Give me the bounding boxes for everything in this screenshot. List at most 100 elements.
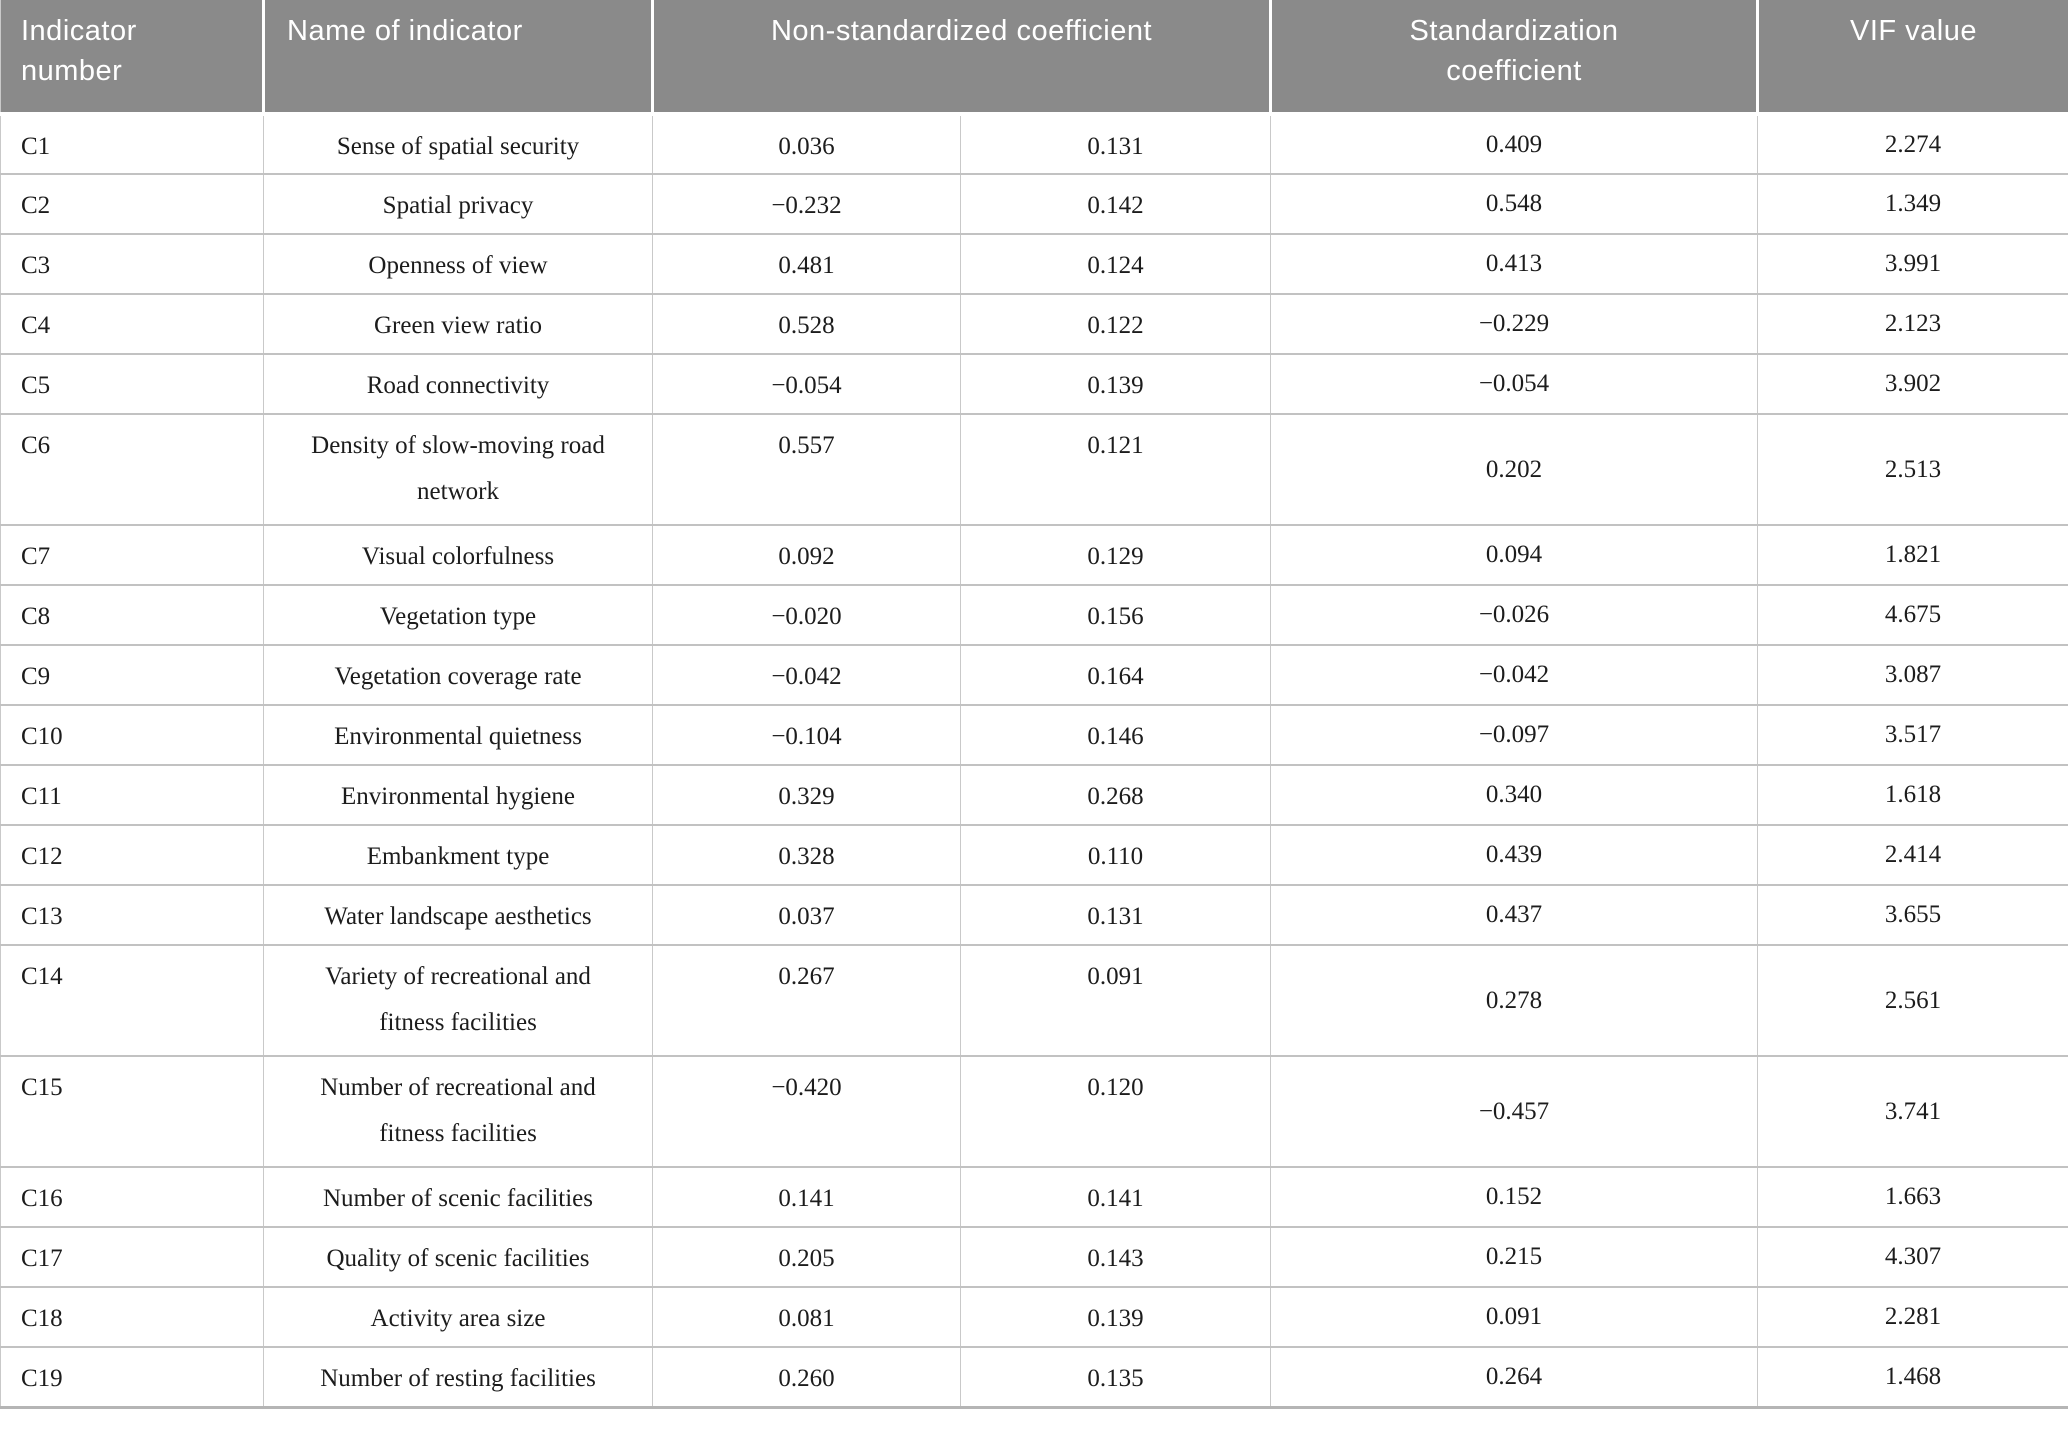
cell-vif-value: 3.741 [1757, 1055, 2068, 1167]
cell-nonstandardized-coefficient: 0.092 [652, 524, 961, 585]
cell-indicator-name: Vegetation type [263, 584, 653, 645]
table-row: C11 Environmental hygiene 0.329 0.268 0.340 1… [0, 764, 2068, 825]
cell-nonstandardized-coefficient: 0.328 [652, 824, 961, 885]
table-row: C2 Spatial privacy −0.232 0.142 0.548 1.349 [0, 173, 2068, 234]
cell-nonstandardized-coefficient: 0.036 [652, 114, 961, 174]
cell-nonstandardized-coefficient: 0.141 [652, 1166, 961, 1227]
cell-indicator-number: C7 [0, 524, 264, 585]
table-row: C1 Sense of spatial security 0.036 0.131 0.4… [1, 114, 2068, 174]
cell-standardization-coefficient: −0.229 [1270, 293, 1758, 354]
cell-nonstandardized-std-error: 0.135 [960, 1346, 1271, 1407]
cell-indicator-number: C17 [0, 1226, 264, 1287]
table-row: C4 Green view ratio 0.528 0.122 −0.229 2.123 [0, 293, 2068, 354]
cell-nonstandardized-std-error: 0.110 [960, 824, 1271, 885]
cell-standardization-coefficient: 0.409 [1270, 114, 1758, 174]
cell-standardization-coefficient: 0.278 [1270, 944, 1758, 1056]
cell-nonstandardized-std-error: 0.139 [960, 353, 1271, 414]
cell-indicator-number: C11 [0, 764, 264, 825]
table-row: C13 Water landscape aesthetics 0.037 0.131 0… [0, 884, 2068, 945]
cell-standardization-coefficient: −0.042 [1270, 644, 1758, 705]
cell-nonstandardized-std-error: 0.120 [960, 1055, 1271, 1167]
cell-nonstandardized-std-error: 0.142 [960, 173, 1271, 234]
cell-vif-value: 3.517 [1757, 704, 2068, 765]
cell-nonstandardized-coefficient: 0.329 [652, 764, 961, 825]
cell-standardization-coefficient: 0.264 [1270, 1346, 1758, 1407]
table-row: C15 Number of recreational and fitness fa… [0, 1055, 2068, 1167]
cell-indicator-number: C12 [0, 824, 264, 885]
cell-nonstandardized-coefficient: 0.267 [652, 944, 961, 1056]
cell-vif-value: 1.349 [1757, 173, 2068, 234]
cell-indicator-number: C9 [0, 644, 264, 705]
cell-nonstandardized-std-error: 0.121 [960, 413, 1271, 525]
cell-nonstandardized-coefficient: 0.528 [652, 293, 961, 354]
cell-indicator-number: C14 [0, 944, 264, 1056]
cell-standardization-coefficient: 0.215 [1270, 1226, 1758, 1287]
cell-indicator-number: C2 [0, 173, 264, 234]
table-row: C14 Variety of recreational and fitness f… [0, 944, 2068, 1056]
header-vif-value: VIF value [1756, 0, 2068, 116]
cell-indicator-name: Density of slow-moving road network [263, 413, 653, 525]
cell-vif-value: 1.663 [1757, 1166, 2068, 1227]
cell-indicator-name: Visual colorfulness [263, 524, 653, 585]
cell-indicator-name: Green view ratio [263, 293, 653, 354]
cell-vif-value: 4.675 [1757, 584, 2068, 645]
cell-indicator-number: C16 [0, 1166, 264, 1227]
table-row: C7 Visual colorfulness 0.092 0.129 0.094 1.82… [0, 524, 2068, 585]
cell-nonstandardized-std-error: 0.268 [960, 764, 1271, 825]
cell-indicator-name: Road connectivity [263, 353, 653, 414]
header-name-of-indicator: Name of indicator [262, 0, 653, 116]
cell-indicator-number: C15 [0, 1055, 264, 1167]
cell-nonstandardized-std-error: 0.131 [960, 114, 1271, 174]
cell-indicator-number: C5 [0, 353, 264, 414]
cell-nonstandardized-std-error: 0.131 [960, 884, 1271, 945]
cell-indicator-name: Water landscape aesthetics [263, 884, 653, 945]
cell-nonstandardized-std-error: 0.146 [960, 704, 1271, 765]
cell-indicator-number: C18 [0, 1286, 264, 1347]
cell-vif-value: 2.513 [1757, 413, 2068, 525]
cell-indicator-number: C10 [0, 704, 264, 765]
cell-indicator-number: C1 [21, 133, 51, 160]
table-row: C8 Vegetation type −0.020 0.156 −0.026 4.675 [0, 584, 2068, 645]
cell-vif-value: 1.468 [1757, 1346, 2068, 1407]
regression-coefficients-table: Indicator number Name of indicator Non-s… [0, 0, 2068, 1409]
header-non-standardized-coefficient: Non-standardized coefficient [651, 0, 1271, 116]
cell-standardization-coefficient: 0.340 [1270, 764, 1758, 825]
cell-vif-value: 2.123 [1757, 293, 2068, 354]
header-standardization-coefficient: Standardization coefficient [1269, 0, 1758, 116]
table-row: C12 Embankment type 0.328 0.110 0.439 2.414 [0, 824, 2068, 885]
cell-nonstandardized-coefficient: −0.104 [652, 704, 961, 765]
cell-vif-value: 3.655 [1757, 884, 2068, 945]
cell-vif-value: 3.991 [1757, 233, 2068, 294]
table-row: C19 Number of resting facilities 0.260 0.13… [0, 1346, 2068, 1407]
header-indicator-number: Indicator number [0, 0, 264, 116]
cell-standardization-coefficient: −0.026 [1270, 584, 1758, 645]
table-row: C16 Number of scenic facilities 0.141 0.141… [0, 1166, 2068, 1227]
cell-indicator-name: Number of recreational and fitness facil… [263, 1055, 653, 1167]
cell-standardization-coefficient: 0.437 [1270, 884, 1758, 945]
cell-vif-value: 3.087 [1757, 644, 2068, 705]
cell-indicator-number: C4 [0, 293, 264, 354]
cell-vif-value: 1.821 [1757, 524, 2068, 585]
cell-indicator-number: C8 [0, 584, 264, 645]
cell-nonstandardized-std-error: 0.141 [960, 1166, 1271, 1227]
table-row: C17 Quality of scenic facilities 0.205 0.14… [0, 1226, 2068, 1287]
cell-nonstandardized-std-error: 0.122 [960, 293, 1271, 354]
cell-nonstandardized-std-error: 0.091 [960, 944, 1271, 1056]
cell-standardization-coefficient: −0.054 [1270, 353, 1758, 414]
table-row: C6 Density of slow-moving road network 0.5… [0, 413, 2068, 525]
cell-indicator-name: Quality of scenic facilities [263, 1226, 653, 1287]
table-body: C1 Sense of spatial security 0.036 0.131 0.4… [0, 114, 2068, 1407]
cell-nonstandardized-coefficient: 0.037 [652, 884, 961, 945]
cell-vif-value: 2.274 [1757, 114, 2068, 174]
cell-nonstandardized-coefficient: 0.260 [652, 1346, 961, 1407]
cell-indicator-name: Number of scenic facilities [263, 1166, 653, 1227]
cell-standardization-coefficient: 0.439 [1270, 824, 1758, 885]
cell-nonstandardized-std-error: 0.139 [960, 1286, 1271, 1347]
table-row: C9 Vegetation coverage rate −0.042 0.164 −0.… [0, 644, 2068, 705]
cell-standardization-coefficient: 0.202 [1270, 413, 1758, 525]
cell-indicator-name: Spatial privacy [263, 173, 653, 234]
cell-standardization-coefficient: 0.152 [1270, 1166, 1758, 1227]
cell-nonstandardized-coefficient: −0.042 [652, 644, 961, 705]
table-row: C3 Openness of view 0.481 0.124 0.413 3.991 [0, 233, 2068, 294]
